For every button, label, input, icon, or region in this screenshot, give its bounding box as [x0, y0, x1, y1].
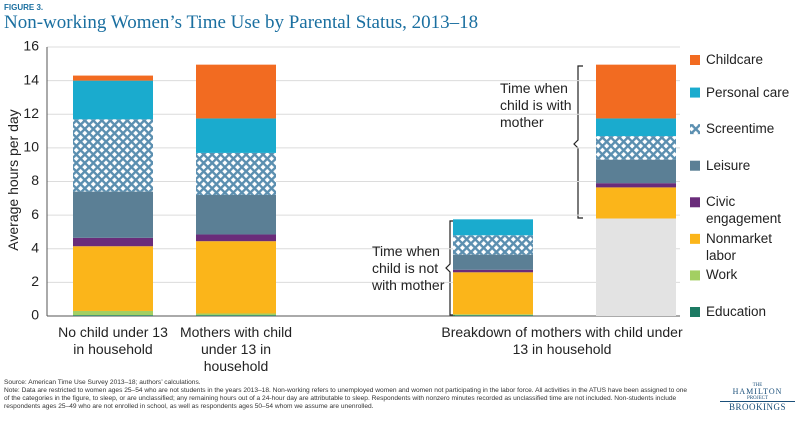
bar-segment [196, 234, 276, 242]
bar-segment [196, 152, 276, 195]
bar-segment [73, 119, 153, 192]
bar-segment [73, 80, 153, 120]
bar-segment [196, 241, 276, 314]
logo-text: HAMILTON [732, 387, 783, 396]
bar-segment [596, 136, 676, 160]
figure-label: FIGURE 3. [4, 3, 44, 12]
x-tick-label: No child under 13 in household [58, 324, 168, 357]
bar-segment [596, 187, 676, 219]
bar-segment [453, 314, 533, 316]
legend-swatch [690, 233, 700, 244]
note: Note: Data are restricted to women ages … [4, 387, 688, 411]
bar-segment [196, 64, 276, 119]
legend-swatch [690, 270, 700, 281]
x-tick-label: Mothers with child under 13 in household [179, 324, 293, 374]
y-tick-label: 16 [23, 38, 39, 54]
legend-label: Education [706, 304, 767, 319]
logo-text: BROOKINGS [728, 402, 786, 412]
bar-segment [196, 315, 276, 316]
source: Source: American Time Use Survey 2013–18… [4, 379, 201, 386]
bar-segment [196, 118, 276, 153]
annotation: Time when child is not with mother [372, 243, 445, 293]
bar-segment [73, 246, 153, 311]
y-axis-label: Average hours per day [5, 109, 21, 251]
bar-segment [596, 64, 676, 119]
bar-segment [596, 218, 676, 316]
legend-swatch [690, 307, 700, 317]
logo-text: THE [752, 383, 763, 388]
bar-segment [596, 118, 676, 137]
bar-segment [73, 191, 153, 238]
legend-swatch [690, 160, 700, 171]
legend-swatch [690, 197, 700, 208]
legend-label: Nonmarket labor [706, 230, 773, 263]
bar-segment [196, 194, 276, 235]
bar-segment [453, 235, 533, 255]
bar-segment [453, 219, 533, 236]
y-tick-label: 8 [31, 172, 39, 188]
bar-segment [73, 237, 153, 247]
y-tick-label: 14 [23, 71, 39, 87]
logo: THE HAMILTON PROJECT BROOKINGS [720, 383, 795, 412]
legend-swatch [690, 55, 700, 65]
bracket [573, 65, 583, 219]
annotation: Time when child is with mother [500, 80, 572, 130]
y-tick-label: 6 [31, 206, 39, 222]
bar-segment [596, 159, 676, 184]
bar-segment [73, 310, 153, 316]
bar-segment [453, 315, 533, 316]
bar-segment [596, 183, 676, 188]
bar-segment [73, 75, 153, 81]
legend-label: Work [706, 267, 738, 283]
bar-segment [453, 254, 533, 270]
legend-label: Civic engagement [706, 194, 782, 227]
group-label: Breakdown of mothers with child under 13… [441, 324, 683, 357]
bracket [445, 220, 455, 316]
logo-text: PROJECT [720, 396, 795, 402]
legend-label: Leisure [706, 157, 751, 173]
y-tick-label: 0 [31, 307, 39, 323]
legend-swatch [690, 87, 700, 98]
legend-label: Childcare [706, 52, 764, 67]
bar-segment [453, 269, 533, 273]
y-tick-label: 12 [23, 105, 39, 121]
legend-label: Screentime [706, 121, 775, 137]
bar-segment [453, 272, 533, 315]
legend-swatch [690, 124, 700, 135]
y-tick-label: 4 [31, 239, 39, 255]
chart-title: Non-working Women’s Time Use by Parental… [4, 12, 479, 33]
legend-label: Personal care [706, 84, 790, 100]
bar-segment [196, 313, 276, 316]
bar-segment [73, 315, 153, 316]
y-tick-label: 10 [23, 139, 39, 155]
y-tick-label: 2 [31, 273, 39, 289]
